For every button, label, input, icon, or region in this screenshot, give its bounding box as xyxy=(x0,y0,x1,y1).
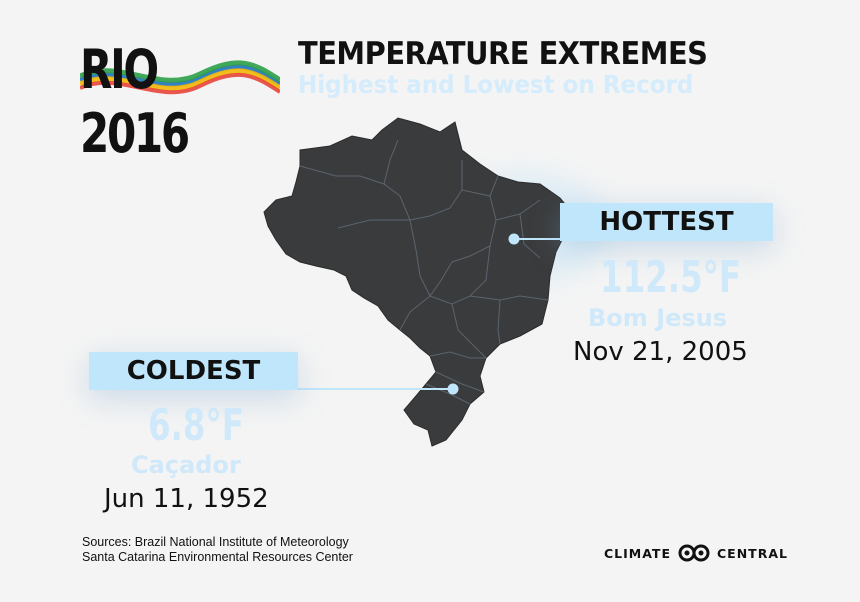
coldest-date: Jun 11, 1952 xyxy=(104,484,269,514)
page-subtitle: Highest and Lowest on Record xyxy=(298,70,694,99)
hottest-place: Bom Jesus xyxy=(588,304,728,332)
coldest-badge: COLDEST xyxy=(89,352,298,390)
sources-note: Sources: Brazil National Institute of Me… xyxy=(82,535,353,565)
hottest-badge: HOTTEST xyxy=(560,203,773,241)
hottest-temperature: 112.5°F xyxy=(600,252,742,303)
page-title: TEMPERATURE EXTREMES xyxy=(298,36,708,72)
rio-2016-logo: RIO 2016 xyxy=(80,38,280,165)
cold-location-dot xyxy=(447,383,459,395)
brazil-outline xyxy=(263,117,571,447)
logo-ribbon xyxy=(80,60,280,95)
state-borders xyxy=(299,139,549,405)
coldest-temperature: 6.8°F xyxy=(148,400,244,451)
coldest-place: Caçador xyxy=(131,451,241,479)
brand-right-text: CENTRAL xyxy=(717,545,788,561)
brand-left-text: CLIMATE xyxy=(604,545,671,561)
hot-location-dot xyxy=(508,233,520,245)
climate-central-logo: CLIMATE CENTRAL xyxy=(604,544,788,562)
sources-line-2: Santa Catarina Environmental Resources C… xyxy=(82,550,353,564)
logo-text: RIO 2016 xyxy=(80,38,190,165)
sources-line-1: Sources: Brazil National Institute of Me… xyxy=(82,535,349,549)
hottest-date: Nov 21, 2005 xyxy=(573,337,748,367)
linked-circles-icon xyxy=(678,544,710,562)
